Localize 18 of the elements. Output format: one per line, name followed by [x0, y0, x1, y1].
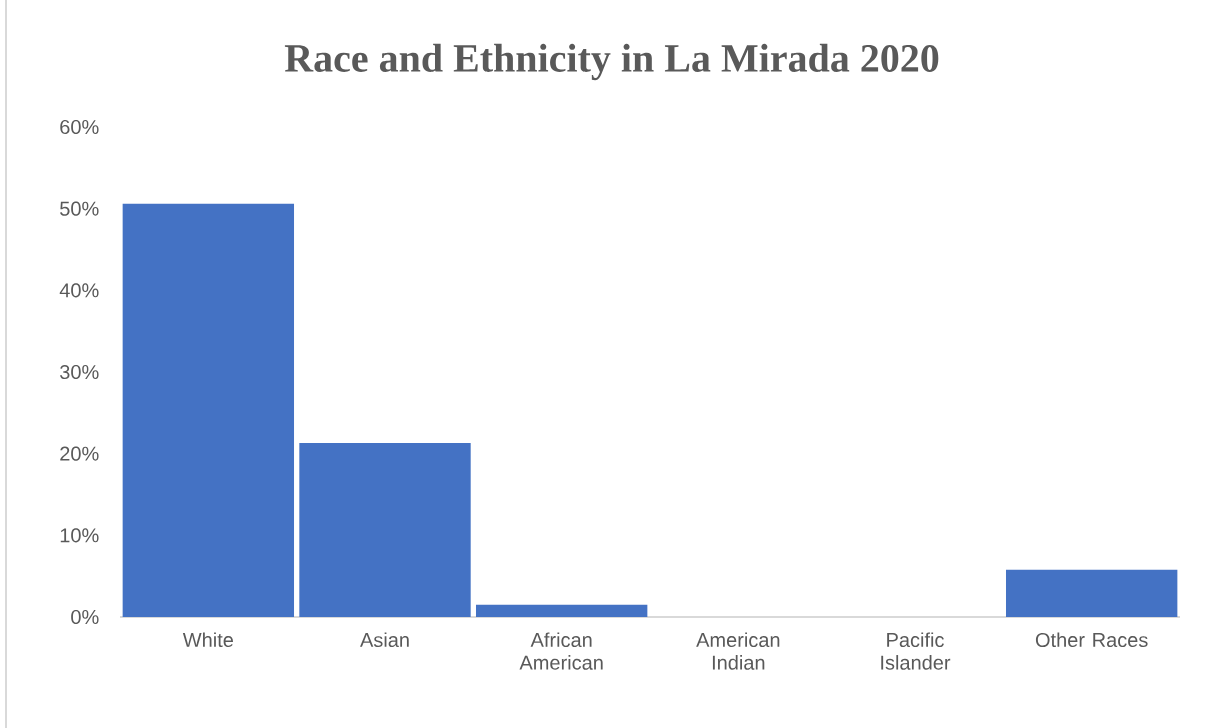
y-tick-label: 60%	[60, 119, 99, 135]
y-tick-label: 40%	[59, 283, 99, 298]
y-tick-label: 20%	[60, 446, 99, 461]
y-tick-label: 0%	[71, 609, 99, 625]
y-tick-label: 50%	[60, 201, 99, 216]
bar	[475, 604, 648, 617]
x-tick-label: African American	[519, 632, 603, 670]
x-tick-label: American Indian	[696, 632, 780, 670]
bar	[299, 443, 471, 617]
x-tick-label: Asian	[360, 632, 409, 648]
x-tick-label: Pacific Islander	[881, 632, 951, 670]
x-tick-label: Other Races	[1035, 632, 1148, 648]
chart-title: Race and Ethnicity in La Mirada 2020	[284, 43, 939, 81]
y-tick-label: 10%	[60, 528, 99, 543]
bar	[122, 203, 295, 617]
bar	[1006, 569, 1178, 617]
y-tick-label: 30%	[60, 364, 99, 380]
x-tick-label: White	[182, 632, 233, 648]
